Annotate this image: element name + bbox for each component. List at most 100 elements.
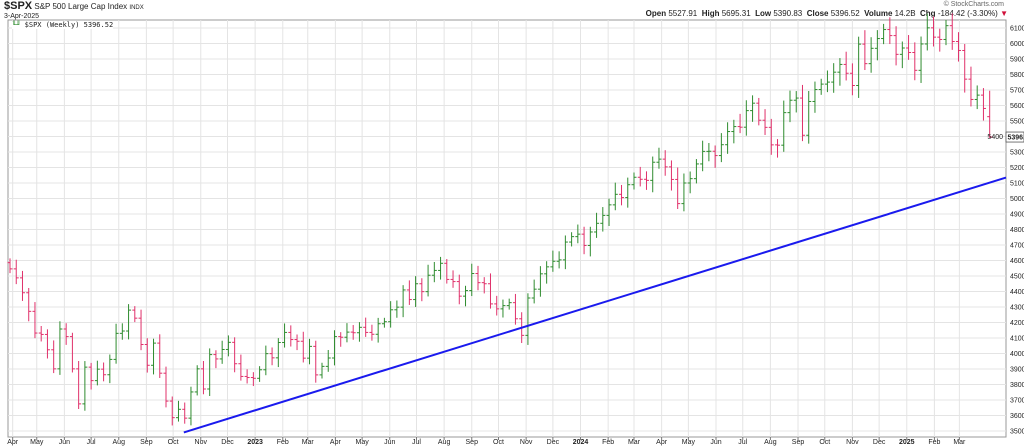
ohlc-bar bbox=[282, 323, 288, 348]
x-tick-label: Jul bbox=[87, 439, 96, 446]
ohlc-bar bbox=[51, 340, 57, 374]
ohlc-bar bbox=[762, 109, 768, 135]
x-tick-label: Jun bbox=[710, 439, 721, 446]
ohlc-bar bbox=[643, 171, 649, 190]
ohlc-bar bbox=[331, 330, 337, 366]
y-tick-label: 6100 bbox=[1010, 26, 1024, 33]
ohlc-bar bbox=[119, 323, 125, 340]
x-tick-label: Aug bbox=[113, 439, 126, 446]
ohlc-bar bbox=[637, 166, 643, 187]
ohlc-bar bbox=[244, 369, 250, 384]
ohlc-bar bbox=[450, 270, 456, 288]
ohlc-bar bbox=[375, 317, 381, 343]
ohlc-bar bbox=[431, 261, 437, 283]
ohlc-bar bbox=[974, 85, 980, 110]
legend: ╙╜ $SPX (Weekly) 5396.52 bbox=[12, 21, 114, 29]
x-tick-label: Feb bbox=[602, 439, 614, 446]
ohlc-bar bbox=[406, 280, 412, 305]
ohlc-bar-icon: ╙╜ bbox=[12, 21, 21, 29]
down-arrow-icon: ▼ bbox=[1000, 9, 1008, 18]
x-tick-label: 2024 bbox=[573, 439, 589, 446]
exchange: INDX bbox=[129, 5, 144, 11]
x-tick-label: 2023 bbox=[247, 439, 263, 446]
ohlc-bar bbox=[506, 298, 512, 310]
y-tick-label: 6000 bbox=[1010, 41, 1024, 48]
ohlc-bar bbox=[69, 332, 75, 373]
x-tick-label: Oct bbox=[493, 439, 504, 446]
ohlc-bar bbox=[275, 338, 281, 368]
ohlc-bar bbox=[338, 332, 344, 347]
y-tick-label: 4000 bbox=[1010, 351, 1024, 358]
ohlc-bar bbox=[7, 258, 13, 274]
y-tick-label: 4300 bbox=[1010, 305, 1024, 312]
ohlc-bar bbox=[138, 309, 144, 351]
ohlc-bar bbox=[831, 63, 837, 93]
x-tick-label: Dec bbox=[873, 439, 886, 446]
ohlc-bar bbox=[219, 340, 225, 364]
ohlc-bar bbox=[662, 150, 668, 176]
index-name: S&P 500 Large Cap Index bbox=[34, 2, 128, 11]
open-label: Open bbox=[645, 9, 667, 18]
high-value: 5695.31 bbox=[721, 9, 751, 18]
ohlc-bar bbox=[737, 113, 743, 134]
ohlc-bar bbox=[675, 167, 681, 210]
y-tick-label: 4100 bbox=[1010, 336, 1024, 343]
ohlc-bar bbox=[512, 293, 518, 325]
x-tick-label: Feb bbox=[928, 439, 940, 446]
ohlc-bar bbox=[731, 119, 737, 144]
ohlc-bar bbox=[606, 198, 612, 227]
ohlc-bar bbox=[500, 299, 506, 318]
ohlc-bar bbox=[768, 118, 774, 155]
ohlc-bar bbox=[194, 365, 200, 396]
ohlc-bar bbox=[700, 140, 706, 172]
y-tick-label: 5400 bbox=[987, 134, 1003, 141]
ohlc-bar bbox=[126, 304, 132, 340]
x-tick-label: Sep bbox=[140, 439, 153, 446]
ohlc-bar bbox=[113, 323, 119, 364]
ohlc-bar bbox=[19, 270, 25, 301]
ohlc-bar bbox=[912, 42, 918, 81]
close-value: 5396.52 bbox=[830, 9, 860, 18]
ohlc-bar bbox=[250, 372, 256, 387]
ohlc-bar bbox=[444, 259, 450, 284]
ohlc-bar bbox=[874, 30, 880, 61]
y-tick-label: 4900 bbox=[1010, 212, 1024, 219]
ohlc-bar bbox=[600, 207, 606, 232]
ohlc-bar bbox=[369, 324, 375, 341]
ohlc-bar bbox=[787, 90, 793, 123]
y-tick-label: 5100 bbox=[1010, 181, 1024, 188]
ohlc-bar bbox=[363, 317, 369, 337]
ohlc-bar bbox=[668, 160, 674, 191]
high-label: High bbox=[701, 9, 720, 18]
ohlc-bar bbox=[132, 306, 138, 323]
symbol: $SPX bbox=[4, 0, 33, 12]
ohlc-bar bbox=[681, 173, 687, 212]
ohlc-bar bbox=[893, 26, 899, 66]
ohlc-bar bbox=[269, 347, 275, 366]
x-tick-label: Oct bbox=[168, 439, 179, 446]
ohlc-bar bbox=[463, 285, 469, 307]
ohlc-bar bbox=[775, 139, 781, 158]
ohlc-bar bbox=[257, 366, 263, 382]
last-price-box bbox=[1005, 131, 1024, 143]
ohlc-bar bbox=[631, 172, 637, 190]
x-tick-label: May bbox=[355, 439, 369, 446]
quote-summary: Open 5527.91 High 5695.31 Low 5390.83 Cl… bbox=[646, 10, 1008, 18]
ohlc-bar bbox=[307, 338, 313, 365]
y-tick-label: 3800 bbox=[1010, 382, 1024, 389]
ohlc-bar bbox=[949, 13, 955, 50]
y-tick-label: 3600 bbox=[1010, 413, 1024, 420]
ohlc-bar bbox=[525, 293, 531, 345]
y-tick-label: 5900 bbox=[1010, 57, 1024, 64]
ohlc-bar bbox=[781, 100, 787, 152]
ohlc-bar bbox=[157, 334, 163, 378]
trendline bbox=[183, 176, 1007, 434]
ohlc-bar bbox=[175, 400, 181, 422]
ohlc-bar bbox=[313, 340, 319, 383]
ohlc-bar bbox=[144, 338, 150, 373]
ohlc-bar bbox=[656, 147, 662, 169]
x-tick-label: Dec bbox=[547, 439, 560, 446]
ohlc-bar bbox=[918, 36, 924, 83]
ohlc-bar bbox=[44, 329, 50, 359]
